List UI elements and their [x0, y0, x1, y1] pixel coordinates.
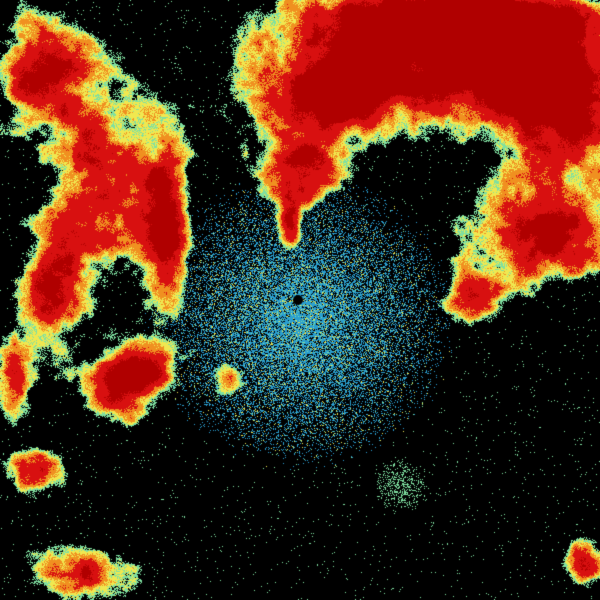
radar-reflectivity-canvas [0, 0, 600, 600]
radar-image [0, 0, 600, 600]
